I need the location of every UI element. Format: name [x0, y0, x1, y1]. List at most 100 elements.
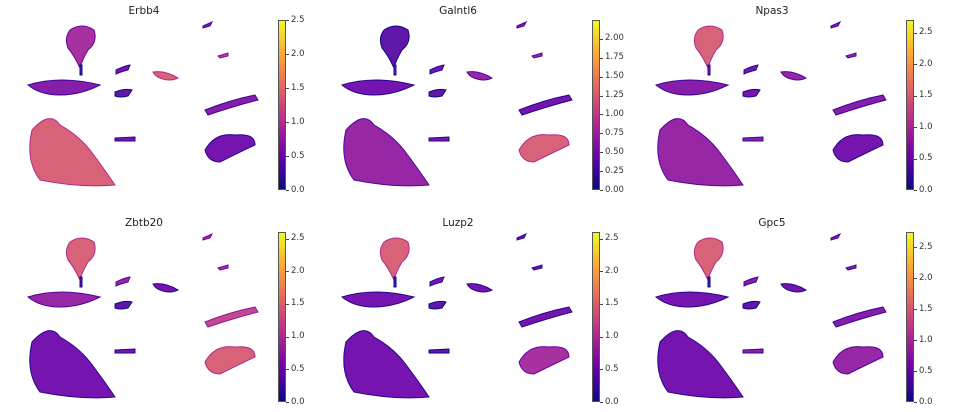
- colorbar-tick-label: 2.0: [291, 48, 305, 59]
- umap-scatter: [654, 20, 887, 187]
- cell-cluster: [429, 276, 445, 287]
- colorbar-tick-mark: [286, 271, 289, 273]
- colorbar-tick-mark: [914, 402, 917, 403]
- cell-cluster: [204, 134, 256, 163]
- umap-scatter: [340, 20, 573, 187]
- cell-cluster: [26, 79, 102, 96]
- cell-cluster: [743, 64, 759, 75]
- cell-cluster: [428, 136, 450, 142]
- cell-cluster: [845, 264, 857, 271]
- colorbar-tick-label: 0.00: [605, 184, 624, 195]
- colorbar-tick-label: 2.5: [291, 14, 305, 25]
- colorbar: [592, 232, 600, 402]
- colorbar-tick-label: 1.0: [605, 331, 619, 342]
- colorbar-tick-mark: [914, 127, 917, 129]
- cell-cluster: [79, 276, 83, 288]
- panel-title: Luzp2: [442, 217, 474, 229]
- colorbar-tick-mark: [286, 156, 289, 157]
- cell-cluster: [742, 88, 761, 98]
- colorbar-tick-mark: [914, 158, 917, 160]
- colorbar-tick-label: 1.0: [291, 331, 305, 342]
- colorbar-tick-label: 1.5: [291, 298, 305, 309]
- colorbar-tick-mark: [914, 190, 917, 191]
- cell-cluster: [531, 52, 543, 59]
- colorbar-tick-label: 2.5: [919, 27, 933, 38]
- cell-cluster: [379, 25, 410, 70]
- colorbar-tick-label: 0.5: [291, 363, 305, 374]
- colorbar-tick-label: 1.0: [919, 121, 933, 132]
- colorbar-tick-mark: [914, 371, 917, 373]
- cell-cluster: [518, 134, 570, 163]
- cell-cluster: [26, 291, 102, 308]
- cell-cluster: [428, 88, 447, 98]
- colorbar: [906, 20, 914, 190]
- colorbar-tick-mark: [600, 402, 603, 403]
- cell-cluster: [518, 94, 573, 116]
- cell-cluster: [428, 348, 450, 354]
- cell-cluster: [204, 346, 256, 375]
- cell-cluster: [115, 64, 131, 75]
- colorbar-tick-mark: [600, 133, 603, 135]
- panel-title: Galntl6: [439, 5, 477, 17]
- colorbar-tick-label: 2.0: [291, 265, 305, 276]
- cell-cluster: [217, 52, 229, 59]
- colorbar-tick-mark: [600, 76, 603, 78]
- cell-cluster: [466, 71, 494, 81]
- cell-cluster: [531, 264, 543, 271]
- cell-cluster: [29, 330, 116, 399]
- umap-scatter: [26, 232, 259, 399]
- cell-cluster: [114, 88, 133, 98]
- cell-cluster: [343, 330, 430, 399]
- colorbar-tick-mark: [600, 336, 603, 338]
- panel-title: Zbtb20: [124, 217, 163, 229]
- cell-cluster: [657, 118, 744, 187]
- umap-scatter: [654, 232, 887, 399]
- cell-cluster: [516, 20, 528, 29]
- colorbar-tick-mark: [600, 57, 603, 59]
- colorbar: [278, 20, 286, 190]
- cell-cluster: [428, 300, 447, 310]
- colorbar-tick-mark: [914, 340, 917, 342]
- cell-cluster: [429, 64, 445, 75]
- colorbar-tick-label: 2.5: [919, 241, 933, 252]
- cell-cluster: [832, 306, 887, 328]
- panel-title: Erbb4: [128, 5, 160, 17]
- colorbar-tick-label: 0.5: [605, 363, 619, 374]
- colorbar-tick-label: 1.0: [919, 334, 933, 345]
- colorbar-tick-label: 0.5: [919, 365, 933, 376]
- colorbar-tick-label: 2.0: [919, 58, 933, 69]
- colorbar-tick-mark: [286, 54, 289, 55]
- cell-cluster: [114, 348, 136, 354]
- cell-cluster: [29, 118, 116, 187]
- colorbar-tick-mark: [914, 95, 917, 97]
- colorbar-tick-label: 0.75: [605, 127, 624, 138]
- cell-cluster: [114, 300, 133, 310]
- colorbar-tick-label: 0.50: [605, 146, 624, 157]
- colorbar-tick-mark: [914, 309, 917, 311]
- colorbar-tick-mark: [286, 88, 289, 89]
- cell-cluster: [830, 20, 842, 29]
- cell-cluster: [742, 136, 764, 142]
- cell-cluster: [654, 291, 730, 308]
- cell-cluster: [845, 52, 857, 59]
- cell-cluster: [693, 25, 724, 70]
- colorbar-tick-label: 2.5: [291, 233, 305, 244]
- umap-scatter: [340, 232, 573, 399]
- cell-cluster: [65, 237, 96, 282]
- cell-cluster: [518, 346, 570, 375]
- colorbar-tick-label: 1.25: [605, 90, 624, 101]
- cell-cluster: [654, 79, 730, 96]
- cell-cluster: [340, 79, 416, 96]
- colorbar-tick-mark: [914, 278, 917, 280]
- colorbar-tick-label: 1.5: [291, 82, 305, 93]
- umap-panel-npas3: Npas3 0.0 0.5 1.0 1.5 2.0 2.5: [648, 0, 948, 200]
- cell-cluster: [832, 134, 884, 163]
- colorbar: [906, 232, 914, 402]
- cell-cluster: [343, 118, 430, 187]
- cell-cluster: [657, 330, 744, 399]
- panel-title: Gpc5: [758, 217, 786, 229]
- cell-cluster: [379, 237, 410, 282]
- colorbar-tick-label: 0.0: [291, 396, 305, 407]
- cell-cluster: [152, 71, 180, 81]
- colorbar-tick-mark: [286, 20, 289, 21]
